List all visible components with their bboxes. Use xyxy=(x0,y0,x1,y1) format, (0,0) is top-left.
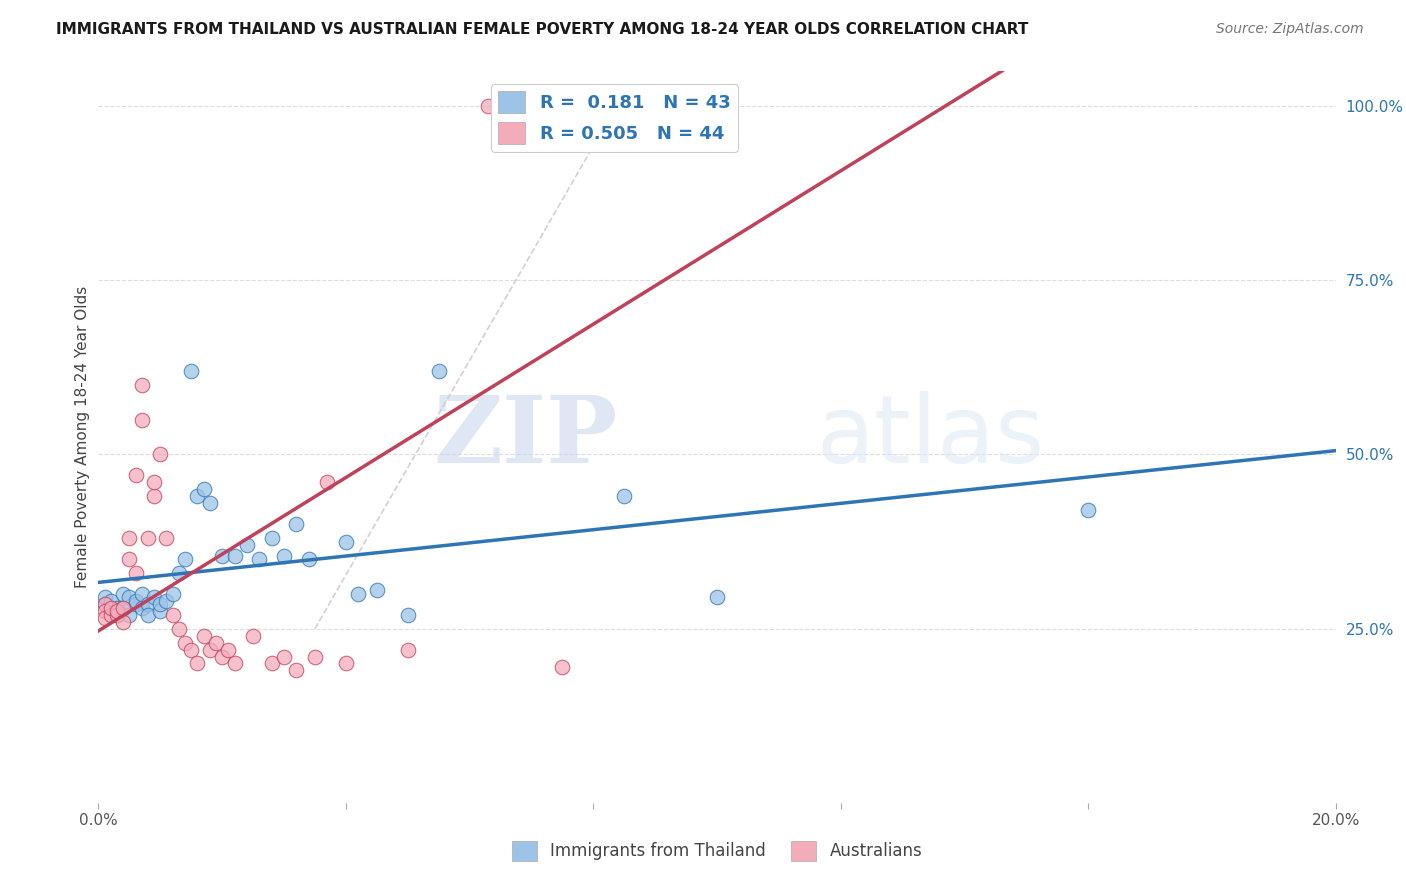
Text: ZIP: ZIP xyxy=(434,392,619,482)
Point xyxy=(285,517,308,532)
Point xyxy=(347,587,370,601)
Point xyxy=(155,531,177,545)
Point xyxy=(118,591,141,605)
Point xyxy=(260,531,283,545)
Point xyxy=(93,597,115,611)
Point xyxy=(198,642,221,657)
Point xyxy=(477,99,499,113)
Point xyxy=(112,600,135,615)
Point xyxy=(124,566,146,580)
Point xyxy=(396,642,419,657)
Point xyxy=(304,649,326,664)
Point xyxy=(143,489,166,503)
Y-axis label: Female Poverty Among 18-24 Year Olds: Female Poverty Among 18-24 Year Olds xyxy=(75,286,90,588)
Point xyxy=(167,566,190,580)
Point xyxy=(533,120,555,134)
Point xyxy=(149,604,172,618)
Point xyxy=(131,412,153,426)
Point xyxy=(124,597,146,611)
Point xyxy=(180,364,202,378)
Point xyxy=(105,607,128,622)
Point xyxy=(143,475,166,490)
Point xyxy=(100,607,122,622)
Point xyxy=(155,594,177,608)
Point xyxy=(236,538,259,552)
Text: atlas: atlas xyxy=(815,391,1045,483)
Point xyxy=(105,604,128,618)
Point xyxy=(93,604,115,618)
Text: IMMIGRANTS FROM THAILAND VS AUSTRALIAN FEMALE POVERTY AMONG 18-24 YEAR OLDS CORR: IMMIGRANTS FROM THAILAND VS AUSTRALIAN F… xyxy=(56,22,1029,37)
Point xyxy=(186,489,208,503)
Point xyxy=(242,629,264,643)
Point xyxy=(224,549,246,563)
Text: Source: ZipAtlas.com: Source: ZipAtlas.com xyxy=(1216,22,1364,37)
Point xyxy=(112,600,135,615)
Point xyxy=(143,591,166,605)
Point xyxy=(131,377,153,392)
Point xyxy=(136,531,159,545)
Point xyxy=(100,600,122,615)
Point xyxy=(193,483,215,497)
Point xyxy=(285,664,308,678)
Point xyxy=(112,587,135,601)
Point xyxy=(124,594,146,608)
Point xyxy=(186,657,208,671)
Point xyxy=(136,607,159,622)
Point xyxy=(93,597,115,611)
Point xyxy=(211,549,233,563)
Point xyxy=(427,364,450,378)
Point xyxy=(149,448,172,462)
Point xyxy=(489,99,512,113)
Point xyxy=(124,468,146,483)
Point xyxy=(211,649,233,664)
Point xyxy=(520,99,543,113)
Point xyxy=(198,496,221,510)
Point xyxy=(551,660,574,674)
Point xyxy=(131,587,153,601)
Point xyxy=(396,607,419,622)
Point xyxy=(224,657,246,671)
Point xyxy=(706,591,728,605)
Point xyxy=(1077,503,1099,517)
Point xyxy=(273,649,295,664)
Point xyxy=(118,552,141,566)
Point xyxy=(335,657,357,671)
Point xyxy=(136,597,159,611)
Point xyxy=(105,600,128,615)
Point xyxy=(335,534,357,549)
Point xyxy=(167,622,190,636)
Point xyxy=(273,549,295,563)
Point xyxy=(260,657,283,671)
Point xyxy=(100,600,122,615)
Point xyxy=(613,489,636,503)
Point xyxy=(105,607,128,622)
Legend: Immigrants from Thailand, Australians: Immigrants from Thailand, Australians xyxy=(505,834,929,868)
Point xyxy=(100,594,122,608)
Point xyxy=(118,531,141,545)
Point xyxy=(366,583,388,598)
Point xyxy=(112,615,135,629)
Point xyxy=(149,597,172,611)
Point xyxy=(162,587,184,601)
Point xyxy=(93,611,115,625)
Point xyxy=(193,629,215,643)
Point xyxy=(316,475,339,490)
Point xyxy=(162,607,184,622)
Point xyxy=(298,552,321,566)
Point xyxy=(217,642,239,657)
Point xyxy=(180,642,202,657)
Point xyxy=(174,552,197,566)
Point xyxy=(131,600,153,615)
Point xyxy=(174,635,197,649)
Point xyxy=(205,635,228,649)
Point xyxy=(118,607,141,622)
Point xyxy=(247,552,270,566)
Point xyxy=(93,591,115,605)
